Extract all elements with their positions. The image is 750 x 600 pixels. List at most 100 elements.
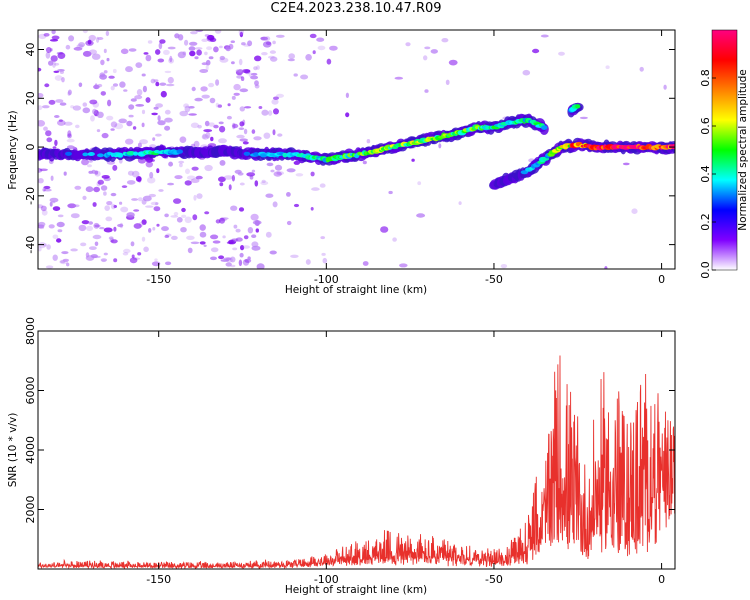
noise-speckle [174, 33, 180, 39]
noise-speckle [114, 123, 124, 130]
noise-speckle [52, 254, 58, 261]
noise-speckle [129, 257, 138, 264]
noise-speckle [62, 258, 69, 262]
noise-speckle [286, 220, 292, 226]
noise-speckle [417, 181, 422, 186]
noise-speckle [276, 171, 285, 176]
noise-speckle [41, 209, 48, 216]
noise-speckle [94, 224, 101, 228]
noise-speckle [262, 41, 272, 48]
noise-speckle [143, 52, 149, 55]
noise-speckle [232, 247, 238, 251]
noise-speckle [242, 245, 250, 249]
noise-speckle [321, 252, 326, 256]
noise-speckle [183, 103, 190, 108]
noise-speckle [213, 46, 219, 53]
noise-speckle [169, 55, 173, 63]
noise-speckle [244, 106, 252, 109]
noise-speckle [193, 140, 200, 148]
noise-speckle [110, 128, 115, 131]
noise-speckle [208, 122, 215, 127]
snr-series-line [38, 355, 675, 569]
noise-speckle [205, 131, 211, 139]
noise-speckle [119, 201, 123, 205]
noise-speckle [290, 254, 299, 258]
noise-speckle [203, 244, 207, 247]
noise-speckle [155, 49, 161, 55]
noise-speckle [100, 59, 105, 66]
noise-speckle [159, 82, 167, 86]
noise-speckle [126, 212, 135, 218]
noise-speckle [579, 116, 588, 120]
noise-speckle [38, 178, 44, 184]
noise-speckle [52, 234, 59, 240]
noise-speckle [271, 98, 279, 105]
noise-speckle [239, 88, 249, 93]
noise-speckle [267, 110, 273, 116]
noise-speckle [164, 117, 173, 123]
noise-speckle [85, 255, 95, 261]
noise-speckle [141, 236, 146, 242]
noise-speckle [239, 138, 248, 142]
noise-speckle [90, 115, 95, 122]
noise-speckle [82, 50, 92, 57]
noise-speckle [388, 190, 393, 195]
noise-speckle [164, 109, 171, 115]
noise-speckle [113, 226, 117, 232]
noise-speckle [128, 48, 137, 52]
noise-speckle [38, 93, 44, 98]
noise-speckle [51, 35, 60, 40]
noise-speckle [305, 259, 311, 265]
ridge-core [82, 152, 89, 157]
noise-speckle [204, 211, 210, 215]
noise-speckle [622, 162, 630, 166]
noise-speckle [209, 37, 217, 43]
noise-speckle [261, 109, 269, 116]
noise-speckle [260, 181, 269, 186]
noise-speckle [122, 252, 129, 256]
noise-speckle [399, 263, 408, 268]
noise-speckle [191, 86, 196, 92]
noise-speckle [288, 53, 296, 60]
noise-speckle [392, 237, 397, 242]
noise-speckle [190, 122, 199, 129]
noise-speckle [199, 231, 207, 238]
noise-speckle [101, 175, 110, 179]
noise-speckle [263, 132, 271, 139]
noise-speckle [411, 158, 415, 162]
noise-speckle [227, 103, 231, 107]
noise-speckle [174, 175, 183, 180]
noise-speckle [161, 226, 169, 232]
noise-speckle [274, 164, 283, 171]
noise-speckle [61, 77, 65, 83]
noise-speckle [222, 235, 226, 239]
colorbar-tick-label: 0.2 [699, 213, 712, 231]
noise-speckle [213, 124, 219, 129]
noise-speckle [145, 161, 153, 168]
noise-speckle [141, 122, 145, 128]
noise-speckle [345, 112, 350, 118]
noise-speckle [93, 186, 100, 193]
noise-speckle [73, 46, 83, 51]
noise-speckle [253, 136, 262, 141]
noise-speckle [269, 50, 276, 54]
noise-speckle [38, 167, 43, 173]
noise-speckle [56, 221, 65, 228]
noise-speckle [46, 244, 51, 250]
noise-speckle [179, 110, 189, 117]
noise-speckle [532, 48, 540, 54]
ridge-core [282, 152, 288, 158]
noise-speckle [141, 219, 147, 225]
noise-speckle [663, 84, 667, 90]
noise-speckle [185, 168, 190, 175]
noise-speckle [272, 40, 276, 45]
noise-speckle [255, 228, 259, 233]
spectrogram-x-ticks: -150 -100 -50 0 [146, 30, 665, 286]
noise-speckle [88, 34, 97, 42]
noise-speckle [448, 59, 458, 66]
noise-speckle [55, 99, 64, 103]
noise-speckle [405, 42, 411, 47]
noise-speckle [78, 42, 85, 48]
noise-speckle [38, 246, 42, 252]
noise-speckle [319, 183, 326, 188]
